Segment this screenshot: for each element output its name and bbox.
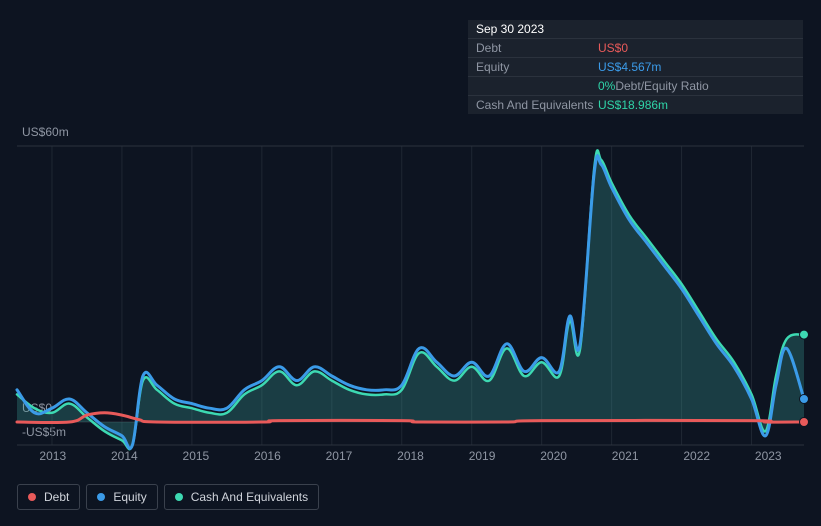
tooltip-row: Cash And EquivalentsUS$18.986m	[468, 96, 803, 114]
tooltip-value: US$4.567m	[598, 61, 661, 73]
x-axis-label: 2023	[732, 449, 804, 463]
chart-tooltip: Sep 30 2023DebtUS$0EquityUS$4.567m0% Deb…	[468, 20, 803, 114]
y-axis-label: US$60m	[22, 125, 69, 139]
legend-dot-icon	[175, 493, 183, 501]
tooltip-row: EquityUS$4.567m	[468, 58, 803, 77]
tooltip-date: Sep 30 2023	[476, 23, 544, 35]
x-axis-label: 2014	[89, 449, 161, 463]
x-axis-label: 2015	[160, 449, 232, 463]
x-axis-label: 2017	[303, 449, 375, 463]
tooltip-label: Cash And Equivalents	[476, 99, 598, 111]
legend-dot-icon	[97, 493, 105, 501]
end-marker	[800, 330, 809, 339]
tooltip-value: US$0	[598, 42, 628, 54]
legend-item-cash-and-equivalents[interactable]: Cash And Equivalents	[164, 484, 319, 510]
x-axis-label: 2019	[446, 449, 518, 463]
legend-item-debt[interactable]: Debt	[17, 484, 80, 510]
x-axis-label: 2018	[375, 449, 447, 463]
x-axis-label: 2022	[661, 449, 733, 463]
legend-label: Cash And Equivalents	[191, 490, 308, 504]
tooltip-label: Debt	[476, 42, 598, 54]
tooltip-label: Equity	[476, 61, 598, 73]
chart-legend: Debt Equity Cash And Equivalents	[17, 484, 319, 510]
series-area-cash-and-equivalents	[17, 150, 804, 449]
tooltip-value: 0%	[598, 80, 615, 92]
tooltip-suffix: Debt/Equity Ratio	[615, 80, 708, 92]
tooltip-row: 0% Debt/Equity Ratio	[468, 77, 803, 96]
x-axis-label: 2020	[518, 449, 590, 463]
financial-chart	[17, 146, 804, 445]
x-axis: 2013201420152016201720182019202020212022…	[17, 449, 804, 463]
tooltip-label	[476, 80, 598, 92]
tooltip-value: US$18.986m	[598, 99, 668, 111]
legend-label: Equity	[113, 490, 146, 504]
x-axis-label: 2016	[232, 449, 304, 463]
end-marker	[800, 418, 809, 427]
legend-item-equity[interactable]: Equity	[86, 484, 157, 510]
x-axis-label: 2021	[589, 449, 661, 463]
legend-label: Debt	[44, 490, 69, 504]
x-axis-label: 2013	[17, 449, 89, 463]
legend-dot-icon	[28, 493, 36, 501]
tooltip-row: DebtUS$0	[468, 39, 803, 58]
end-marker	[800, 395, 809, 404]
